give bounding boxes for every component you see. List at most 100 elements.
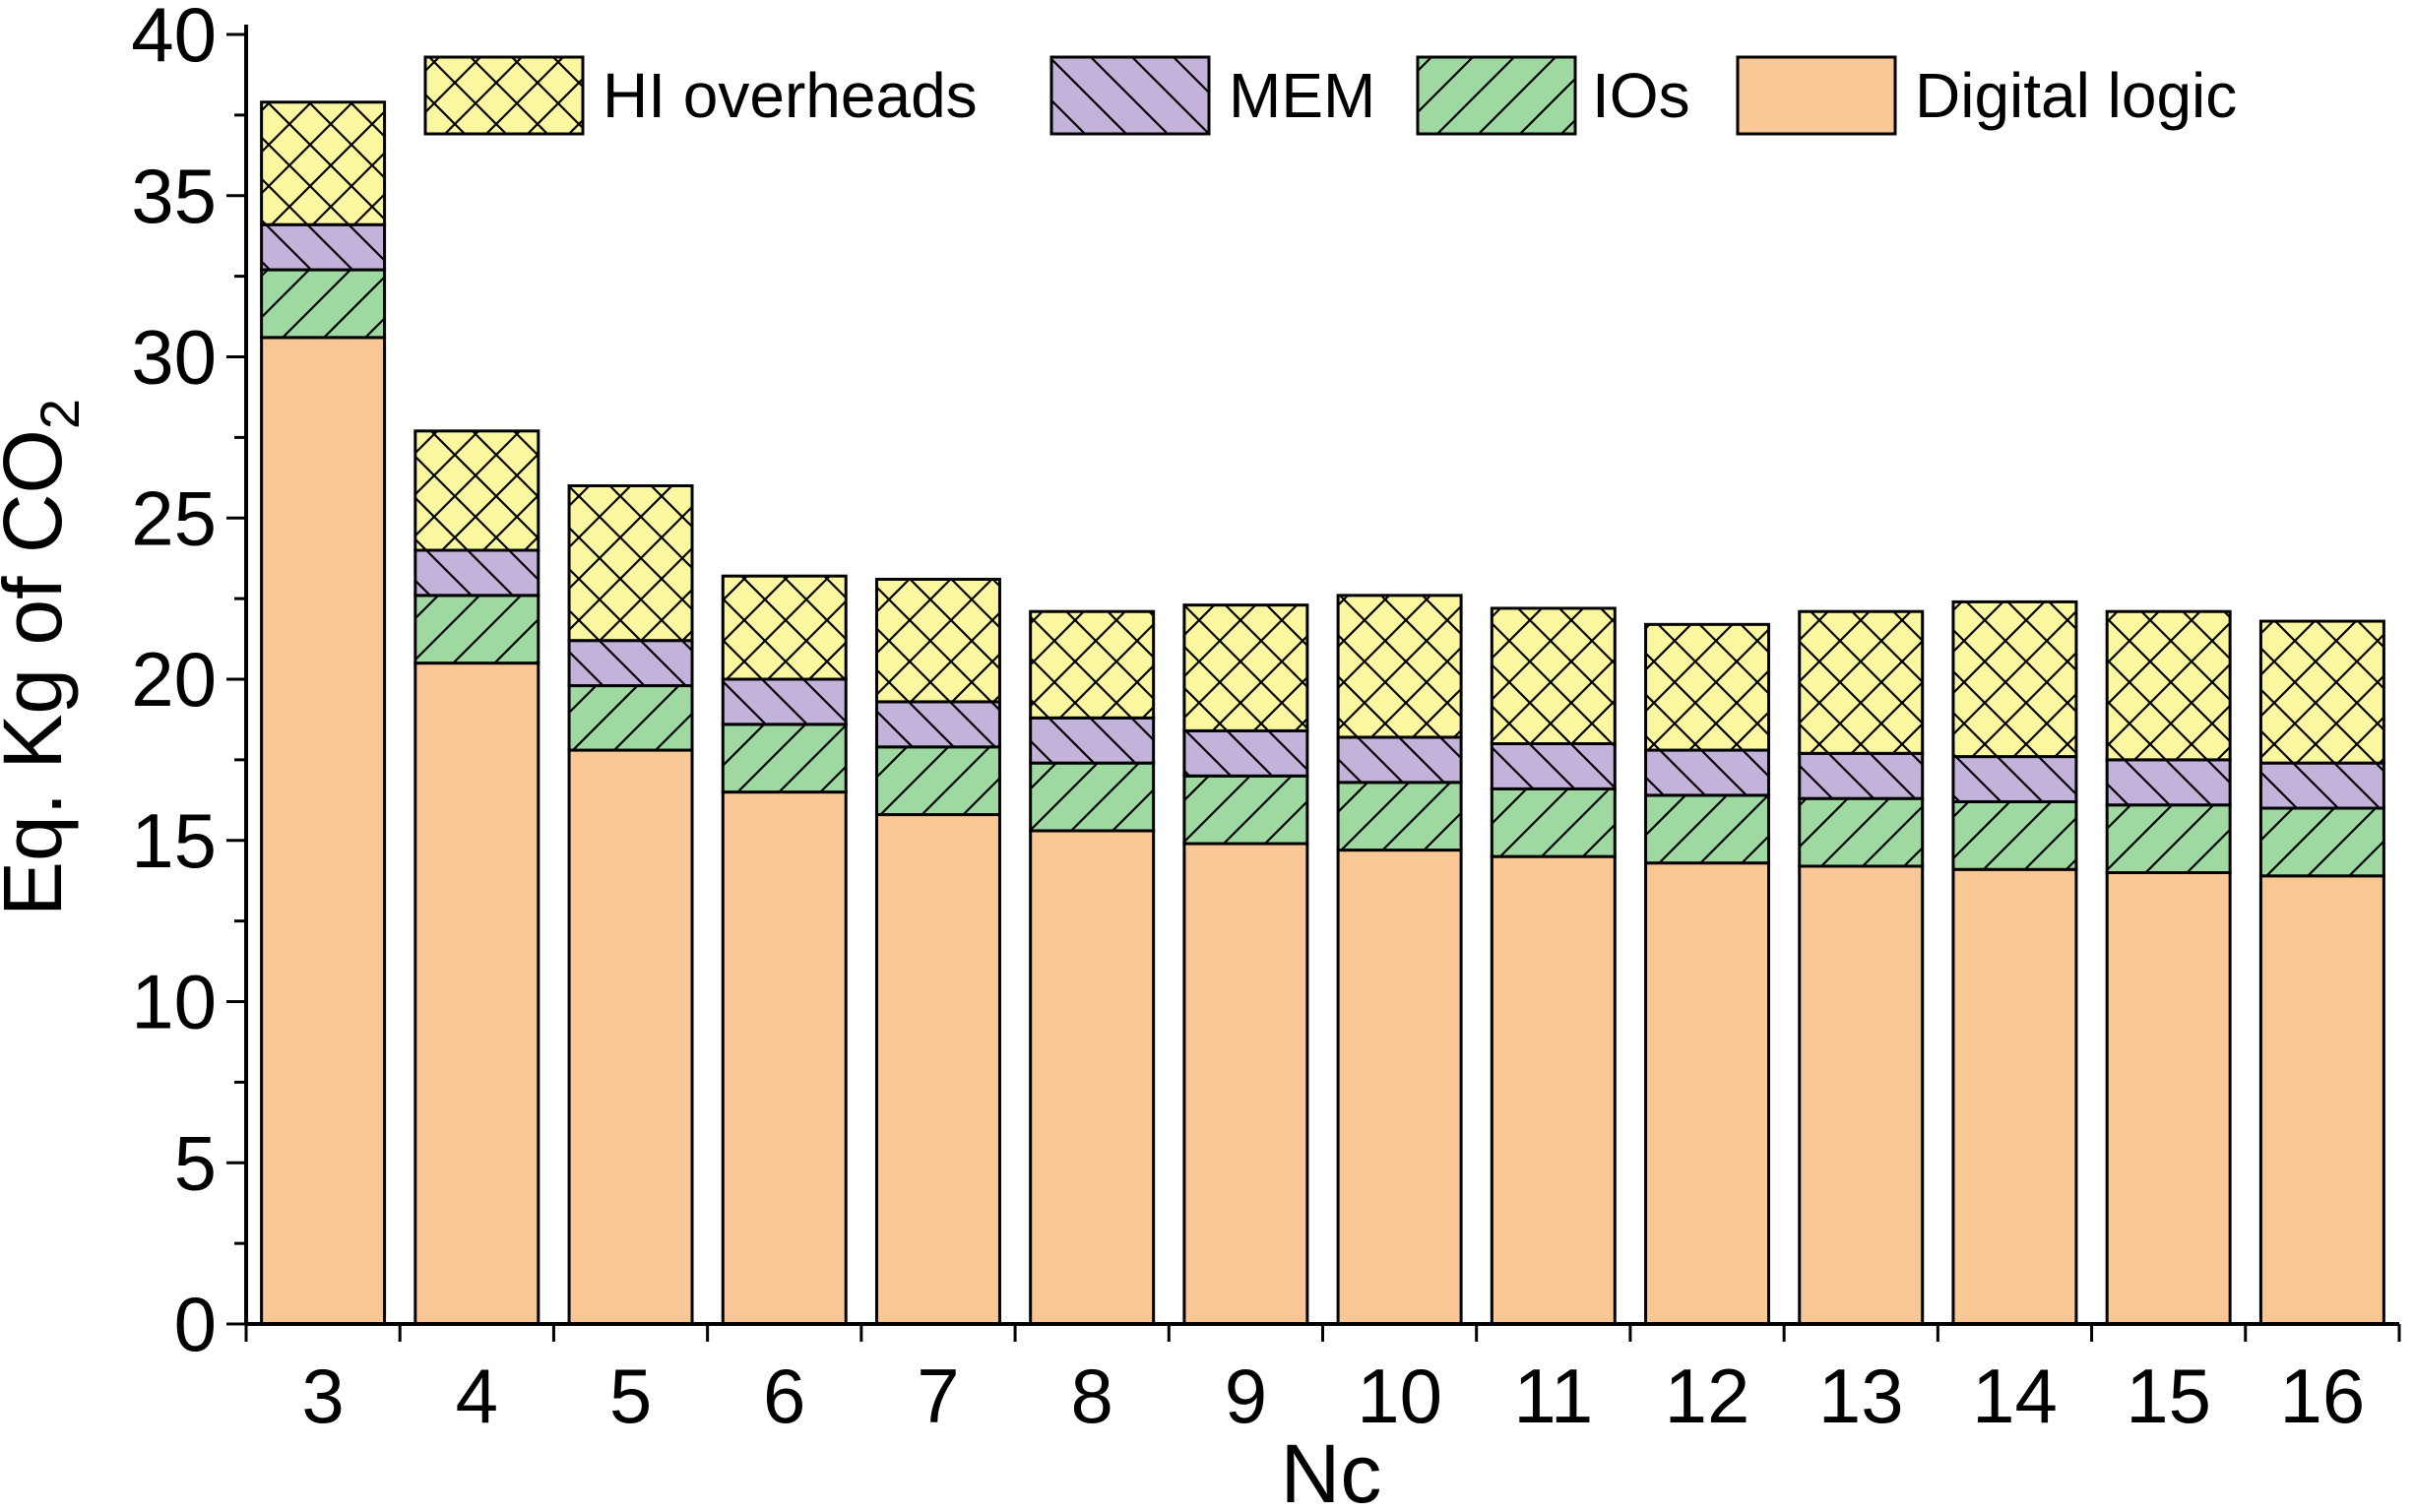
- y-axis-title-subscript: 2: [29, 399, 91, 429]
- bar-group-nc-5: [567, 484, 694, 1326]
- y-tick-label: 25: [131, 474, 217, 561]
- bar-segment-digital-logic-nc-15: [2105, 871, 2232, 1326]
- bar-segment-ios-nc-15: [2105, 803, 2232, 874]
- bar-segment-ios-nc-11: [1490, 787, 1617, 858]
- legend-label-hi-overheads: HI overheads: [603, 60, 978, 131]
- bar-segment-hi-overheads-nc-5: [567, 484, 694, 643]
- bar-segment-digital-logic-nc-9: [1182, 842, 1309, 1326]
- y-axis-title: Eq. Kg of CO2: [0, 399, 91, 916]
- x-tick-label: 16: [2280, 1353, 2366, 1439]
- bar-segment-mem-nc-6: [721, 677, 848, 726]
- bar-segment-mem-nc-4: [413, 548, 540, 598]
- bar-segment-digital-logic-nc-3: [260, 336, 387, 1326]
- bar-group-nc-14: [1951, 599, 2078, 1326]
- y-tick-label: 30: [131, 314, 217, 401]
- x-tick-label: 9: [1225, 1353, 1267, 1439]
- bar-segment-ios-nc-8: [1029, 761, 1156, 833]
- bar-segment-ios-nc-3: [260, 268, 387, 340]
- x-tick-label: 8: [1070, 1353, 1112, 1439]
- bar-segment-hi-overheads-nc-11: [1490, 606, 1617, 746]
- x-tick-label: 7: [917, 1353, 959, 1439]
- x-tick-label: 12: [1665, 1353, 1750, 1439]
- bar-group-nc-11: [1490, 606, 1617, 1326]
- legend-swatch-digital-logic: [1736, 55, 1897, 136]
- y-tick-label: 10: [131, 959, 217, 1045]
- bar-segment-ios-nc-5: [567, 684, 694, 752]
- bar-segment-digital-logic-nc-14: [1951, 867, 2078, 1326]
- bar-segment-ios-nc-7: [874, 745, 1001, 817]
- bar-group-nc-7: [874, 577, 1001, 1326]
- x-tick-label: 10: [1357, 1353, 1442, 1439]
- bar-group-nc-8: [1029, 609, 1156, 1326]
- bar-group-nc-6: [721, 574, 848, 1326]
- bar-segment-mem-nc-3: [260, 222, 387, 272]
- bar-segment-digital-logic-nc-6: [721, 790, 848, 1326]
- bar-group-nc-13: [1798, 609, 1925, 1326]
- x-tick-label: 5: [609, 1353, 652, 1439]
- bar-segment-hi-overheads-nc-13: [1798, 609, 1925, 755]
- bars-layer: [260, 100, 2385, 1326]
- bar-segment-mem-nc-9: [1182, 728, 1309, 778]
- legend-item-digital-logic: Digital logic: [1736, 55, 2237, 136]
- x-tick-label: 14: [1972, 1353, 2058, 1439]
- bar-group-nc-15: [2105, 609, 2232, 1326]
- y-tick-label: 20: [131, 636, 217, 723]
- bar-segment-hi-overheads-nc-8: [1029, 609, 1156, 720]
- bar-segment-ios-nc-16: [2258, 806, 2385, 878]
- legend-item-mem: MEM: [1049, 55, 1375, 136]
- bar-segment-digital-logic-nc-12: [1644, 861, 1771, 1326]
- bar-segment-mem-nc-16: [2258, 761, 2385, 810]
- y-axis-title-main: Eq. Kg of CO: [0, 429, 79, 916]
- x-tick-label: 11: [1513, 1353, 1593, 1439]
- x-tick-label: 15: [2126, 1353, 2211, 1439]
- legend-item-ios: IOs: [1416, 55, 1690, 136]
- bar-segment-digital-logic-nc-5: [567, 748, 694, 1326]
- y-tick-label: 15: [131, 797, 217, 884]
- x-tick-label: 13: [1818, 1353, 1904, 1439]
- bar-segment-hi-overheads-nc-7: [874, 577, 1001, 704]
- bar-segment-ios-nc-12: [1644, 793, 1771, 865]
- x-tick-label: 4: [456, 1353, 498, 1439]
- bar-segment-ios-nc-6: [721, 723, 848, 794]
- bar-segment-digital-logic-nc-8: [1029, 829, 1156, 1326]
- bar-segment-mem-nc-5: [567, 639, 694, 688]
- bar-segment-mem-nc-11: [1490, 742, 1617, 790]
- bar-segment-hi-overheads-nc-16: [2258, 619, 2385, 765]
- bar-segment-ios-nc-4: [413, 594, 540, 665]
- bar-segment-digital-logic-nc-16: [2258, 874, 2385, 1326]
- bar-segment-mem-nc-7: [874, 700, 1001, 749]
- legend-swatch-hi-overheads: [423, 55, 585, 136]
- x-axis-title: Nc: [1281, 1427, 1382, 1507]
- legend-item-hi-overheads: HI overheads: [423, 55, 978, 136]
- bar-segment-digital-logic-nc-11: [1490, 854, 1617, 1326]
- y-tick-label: 0: [174, 1281, 217, 1367]
- bar-segment-mem-nc-10: [1336, 735, 1463, 785]
- legend-swatch-mem: [1049, 55, 1211, 136]
- legend-label-digital-logic: Digital logic: [1915, 60, 2237, 131]
- bar-segment-hi-overheads-nc-3: [260, 100, 387, 226]
- axes-layer: 0 5 10 15 20 25 30 35 40 3 4 5 6 7 8 9 10 11 12 13 14 15 16: [131, 0, 2401, 1439]
- legend-label-mem: MEM: [1229, 60, 1375, 131]
- bar-group-nc-9: [1182, 603, 1309, 1326]
- bar-segment-ios-nc-14: [1951, 799, 2078, 871]
- bar-segment-hi-overheads-nc-12: [1644, 622, 1771, 752]
- bar-segment-mem-nc-8: [1029, 716, 1156, 765]
- bar-group-nc-16: [2258, 619, 2385, 1326]
- bar-segment-digital-logic-nc-4: [413, 662, 540, 1326]
- y-tick-label: 5: [174, 1119, 217, 1206]
- bar-segment-digital-logic-nc-7: [874, 813, 1001, 1326]
- bar-segment-hi-overheads-nc-6: [721, 574, 848, 681]
- bar-segment-mem-nc-15: [2105, 758, 2232, 807]
- bar-segment-hi-overheads-nc-9: [1182, 603, 1309, 732]
- bar-segment-mem-nc-14: [1951, 755, 2078, 803]
- legend-label-ios: IOs: [1592, 60, 1690, 131]
- bar-segment-hi-overheads-nc-4: [413, 429, 540, 552]
- bar-segment-ios-nc-13: [1798, 796, 1925, 868]
- bar-group-nc-3: [260, 100, 387, 1326]
- bar-segment-digital-logic-nc-10: [1336, 849, 1463, 1326]
- x-tick-label: 6: [763, 1353, 805, 1439]
- bar-segment-mem-nc-13: [1798, 751, 1925, 800]
- bar-segment-ios-nc-9: [1182, 774, 1309, 846]
- bar-group-nc-12: [1644, 622, 1771, 1326]
